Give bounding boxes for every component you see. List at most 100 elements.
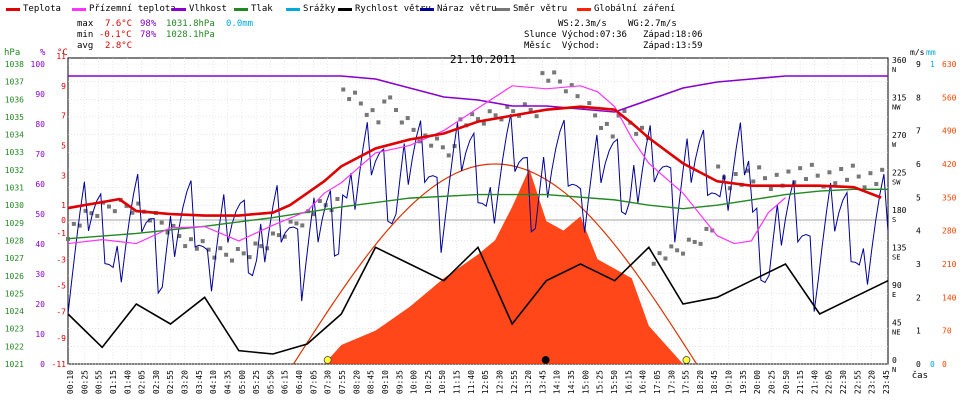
hpa-tick-label: 1038: [5, 60, 24, 69]
wind-dir-point: [493, 113, 498, 118]
wind-dir-point: [429, 143, 434, 148]
dir-name-label: N: [892, 66, 896, 74]
legend-label: Přízemní teplota: [89, 4, 176, 14]
wind-dir-point: [382, 99, 387, 104]
dir-name-label: SW: [892, 179, 901, 187]
wind-dir-point: [517, 113, 521, 118]
wind-dir-point: [704, 226, 709, 231]
x-tick-label: 22:05: [825, 370, 834, 394]
wind-dir-point: [681, 251, 685, 256]
wind-dir-point: [874, 182, 879, 186]
legend-item: Globální záření: [577, 4, 675, 14]
pct-tick-label: 90: [35, 90, 45, 99]
wind-dir-point: [370, 108, 375, 113]
x-tick-label: 06:15: [281, 370, 290, 394]
hpa-tick-label: 1027: [5, 254, 24, 263]
ms-tick-label: 5: [916, 193, 921, 202]
temp-tick-label: 11: [56, 52, 66, 61]
stat-max-press: 1031.8hPa: [166, 19, 215, 29]
hpa-tick-label: 1029: [5, 219, 24, 228]
wind-dir-point: [276, 233, 281, 238]
x-tick-label: 21:15: [796, 370, 805, 394]
ms-tick-label: 9: [916, 60, 921, 69]
wind-dir-point: [353, 90, 357, 95]
ms-tick-label: 8: [916, 93, 921, 102]
dir-name-label: W: [892, 141, 897, 149]
wind-dir-point: [159, 220, 164, 225]
wind-dir-point: [347, 97, 352, 102]
x-tick-label: 20:00: [753, 370, 762, 394]
dir-tick-label: 0: [892, 356, 897, 365]
wind-dir-point: [774, 172, 779, 177]
x-tick-label: 10:00: [410, 370, 419, 394]
legend-label: Náraz větru: [437, 4, 497, 14]
wind-dir-point: [727, 186, 732, 191]
pct-tick-label: 50: [35, 210, 45, 219]
dir-tick-label: 90: [892, 281, 902, 290]
x-tick-label: 03:20: [181, 370, 190, 394]
wind-dir-point: [505, 104, 510, 109]
chart-title: 21.10.2011: [450, 53, 516, 66]
dir-name-label: E: [892, 291, 896, 299]
legend-item: Směr větru: [496, 4, 567, 14]
stat-sun: Slunce Východ:07:36: [524, 30, 627, 40]
x-tick-label: 09:10: [381, 370, 390, 394]
x-tick-label: 13:45: [538, 370, 547, 394]
hpa-tick-label: 1031: [5, 184, 24, 193]
legend-swatch: [496, 7, 510, 11]
x-tick-label: 23:45: [882, 370, 891, 394]
wind-dir-point: [388, 95, 393, 100]
wind-dir-point: [839, 167, 844, 171]
legend-swatch: [234, 7, 248, 11]
ms-tick-label: 6: [916, 160, 921, 169]
wind-dir-point: [856, 174, 861, 179]
dir-name-label: SE: [892, 254, 900, 262]
ms-tick-label: 1: [916, 327, 921, 336]
wind-dir-point: [563, 89, 568, 94]
wind-dir-point: [218, 246, 223, 251]
wind-dir-point: [692, 239, 697, 244]
x-tick-label: 08:45: [367, 370, 376, 394]
wind-dir-point: [640, 125, 644, 130]
dir-name-label: N: [892, 366, 896, 374]
wind-dir-point: [768, 187, 773, 191]
wind-dir-point: [593, 113, 598, 118]
wind-dir-point: [815, 173, 820, 178]
pct-tick-label: 30: [35, 270, 45, 279]
x-tick-label: 17:55: [682, 370, 691, 394]
legend-item: Tlak: [234, 4, 273, 14]
wind-dir-point: [476, 117, 480, 122]
wind-dir-point: [745, 168, 750, 173]
temp-tick-label: -1: [56, 229, 66, 238]
x-tick-label: 07:55: [338, 370, 347, 394]
temp-tick-label: 1: [61, 201, 66, 210]
wind-dir-point: [675, 248, 680, 253]
wind-dir-point: [686, 237, 691, 242]
wind-dir-point: [604, 121, 609, 126]
wind-dir-point: [107, 204, 111, 209]
temperature-line: [67, 105, 882, 217]
legend-item: Rychlost větru: [338, 4, 431, 14]
wind-dir-point: [622, 108, 627, 113]
wind-dir-point: [341, 87, 346, 92]
wind-dir-point: [522, 102, 527, 107]
wind-dir-point: [77, 223, 82, 228]
stat-wg: WG:2.7m/s: [628, 19, 677, 29]
wind-dir-point: [364, 112, 369, 117]
x-tick-label: 16:40: [639, 370, 648, 394]
wind-dir-point: [148, 218, 152, 223]
pct-tick-label: 70: [35, 150, 45, 159]
wind-dir-point: [71, 221, 76, 226]
x-tick-label: 19:10: [725, 370, 734, 394]
legend-swatch: [577, 7, 591, 11]
stat-max-temp: 7.6°C: [105, 19, 133, 29]
x-tick-label: 03:45: [195, 370, 204, 394]
x-tick-label: 22:30: [839, 370, 848, 394]
wind-dir-point: [282, 234, 287, 239]
wind-dir-point: [470, 112, 475, 117]
stat-min-press: 1028.1hPa: [166, 30, 215, 40]
stat-min-hum: 78%: [140, 30, 157, 40]
wind-dir-point: [259, 244, 264, 249]
wind-dir-point: [634, 131, 639, 136]
wind-dir-point: [358, 101, 363, 106]
